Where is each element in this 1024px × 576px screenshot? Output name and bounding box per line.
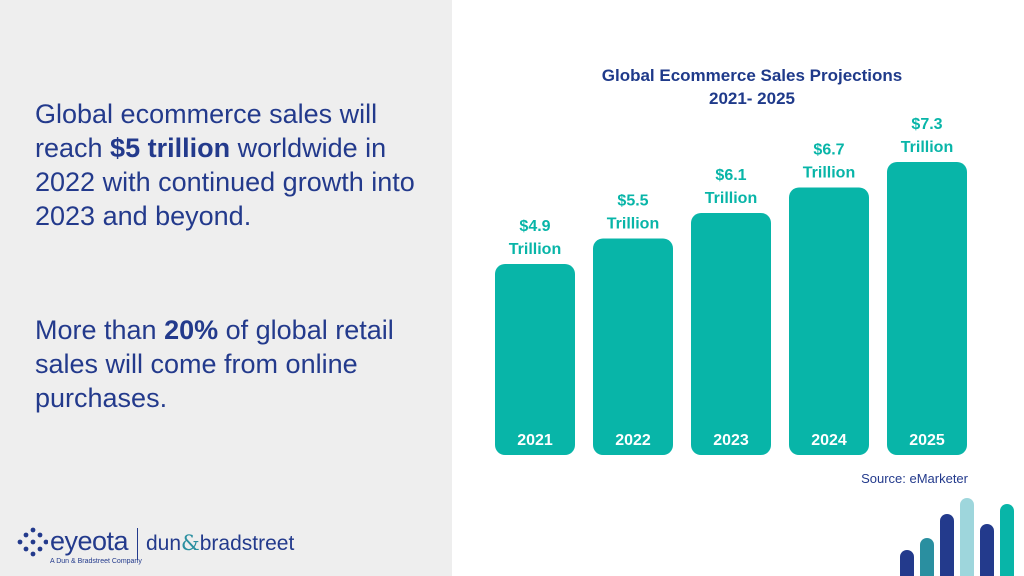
left-panel: Global ecommerce sales will reach $5 tri… <box>0 0 452 576</box>
chart-title-line-1: Global Ecommerce Sales Projections <box>601 66 903 85</box>
category-label-2021: 2021 <box>517 432 553 449</box>
eyeota-logo-text: eyeota <box>50 526 129 556</box>
category-label-2022: 2022 <box>615 432 651 449</box>
value-label-2025: $7.3 <box>911 116 942 133</box>
growth-statement: Global ecommerce sales will reach $5 tri… <box>35 99 415 231</box>
value-label-2024: $6.7 <box>813 142 844 159</box>
chart-title-line-2: 2021- 2025 <box>708 89 796 108</box>
bar-2024 <box>789 187 869 455</box>
sales-projection-chart: Global Ecommerce Sales Projections 2021-… <box>452 0 1024 576</box>
unit-label-2025: Trillion <box>901 139 953 156</box>
unit-label-2024: Trillion <box>803 165 855 182</box>
dnb-logo-text: dun&bradstreet <box>146 531 295 555</box>
bar-2025 <box>887 162 967 455</box>
eyeota-mark-icon <box>17 527 48 557</box>
share-highlight: 20% <box>164 315 219 345</box>
eyeota-tagline: A Dun & Bradstreet Company <box>50 558 142 565</box>
unit-label-2022: Trillion <box>607 216 659 233</box>
category-label-2023: 2023 <box>713 432 749 449</box>
value-label-2022: $5.5 <box>617 193 648 210</box>
growth-highlight: $5 trillion <box>110 133 231 163</box>
unit-label-2023: Trillion <box>705 190 757 207</box>
logo-divider <box>137 528 138 560</box>
brand-logos: eyeota A Dun & Bradstreet Company dun&br… <box>16 520 316 570</box>
category-label-2025: 2025 <box>909 432 945 449</box>
chart-title: Global Ecommerce Sales Projections 2021-… <box>452 64 1024 110</box>
share-statement: More than 20% of global retail sales wil… <box>35 315 394 413</box>
bar-2023 <box>691 213 771 455</box>
category-label-2024: 2024 <box>811 432 847 449</box>
bar-2021 <box>495 264 575 455</box>
unit-label-2021: Trillion <box>509 241 561 258</box>
value-label-2021: $4.9 <box>519 218 550 235</box>
bar-plot-area: 2021 $4.9 Trillion 2022 $5.5 Trillion 2023 $6.1… <box>495 116 967 455</box>
bar-2022 <box>593 238 673 455</box>
source-note: Source: eMarketer <box>861 471 968 486</box>
decorative-pillars-graphic <box>900 498 1014 576</box>
value-label-2023: $6.1 <box>715 167 746 184</box>
